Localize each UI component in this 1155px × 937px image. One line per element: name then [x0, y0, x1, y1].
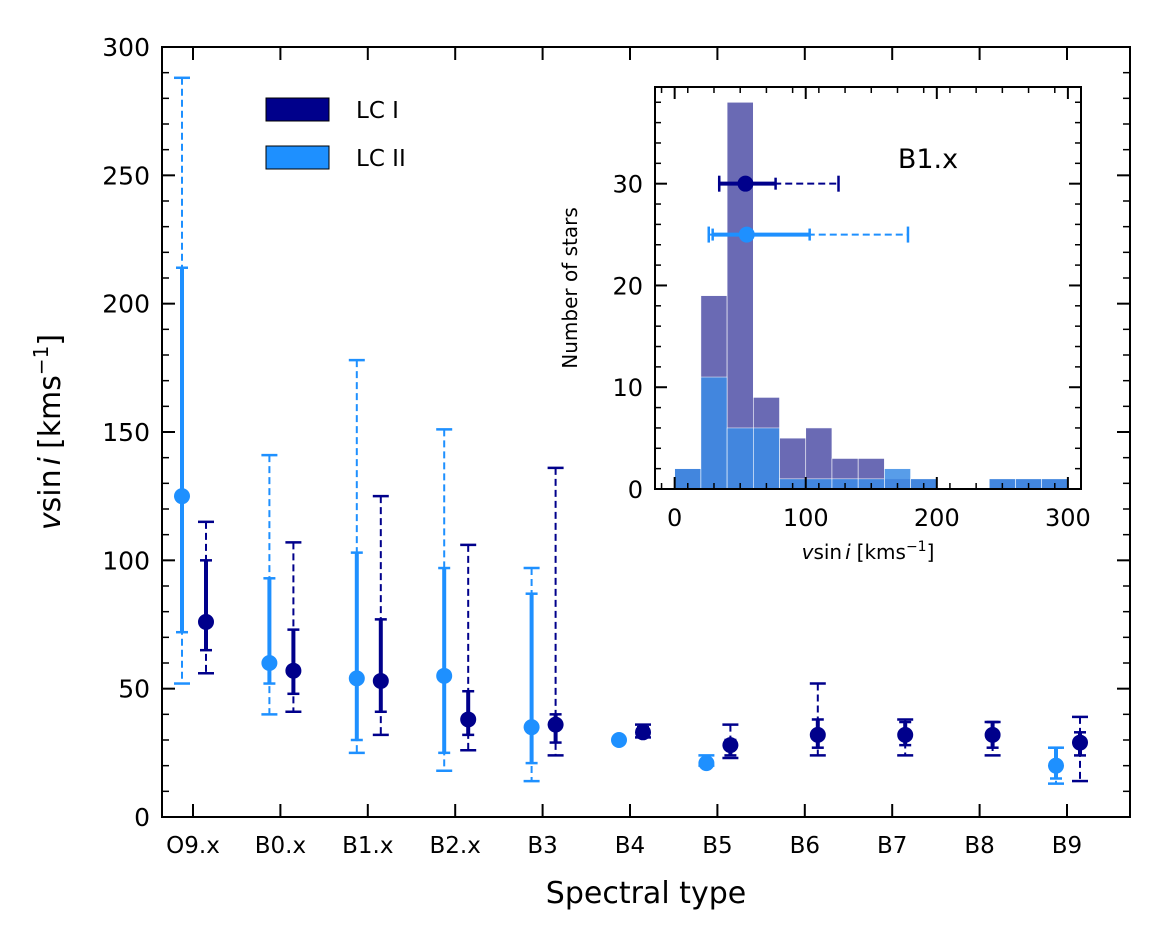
median-point-lc-ii-b3: [523, 719, 540, 736]
y-tick-label-100: 100: [102, 546, 150, 575]
inset-y-tick-label-20: 20: [612, 272, 643, 300]
median-point-lc-i-b5: [722, 737, 739, 754]
median-point-lc-i-b3: [547, 716, 564, 733]
median-point-lc-ii-b0-x: [261, 655, 278, 671]
inset-point-lc-i: [717, 175, 840, 192]
inset-axis-ticks: 0 100 200 300 0 10 20 30: [612, 87, 1091, 532]
x-axis-label: Spectral type: [546, 876, 746, 911]
y-tick-label-50: 50: [118, 675, 150, 704]
median-point-lc-i-o9-x: [198, 613, 214, 630]
median-point-lc-i-b8: [984, 726, 1001, 743]
y-tick-label-150: 150: [102, 418, 150, 447]
x-tick-label-b8: B8: [964, 833, 994, 859]
x-tick-label-b7: B7: [877, 833, 907, 859]
inset-median-point-lc-i: [737, 175, 754, 192]
x-tick-label-b9: B9: [1052, 833, 1082, 859]
inset-point-lc-ii: [707, 226, 910, 243]
inset-y-tick-label-30: 30: [612, 171, 643, 199]
inset-y-tick-label-10: 10: [612, 374, 643, 402]
inset-x-tick-label-100: 100: [783, 504, 829, 532]
x-tick-label-b0-x: B0.x: [255, 833, 306, 859]
inset-x-tick-label-0: 0: [667, 504, 682, 532]
inset-histogram: 0 100 200 300 0 10 20 30 B1.x Number of stars v…: [558, 86, 1091, 564]
x-tick-label-b4: B4: [615, 833, 645, 859]
series-lc-ii: [174, 76, 1064, 785]
inset-frame: [654, 86, 1082, 490]
legend: LC I LC II: [265, 97, 406, 172]
inset-x-tick-label-300: 300: [1045, 504, 1091, 532]
inset-bar-lc-ii-40: [726, 427, 754, 490]
x-tick-label-b2-x: B2.x: [430, 833, 481, 859]
inset-median-point-lc-ii: [738, 226, 755, 243]
main-data-series: [174, 76, 1088, 785]
inset-summary-points: [707, 175, 910, 243]
y-tick-label-0: 0: [134, 803, 150, 832]
median-point-lc-ii-o9-x: [174, 488, 190, 505]
median-point-lc-i-b2-x: [460, 711, 477, 728]
x-tick-label-b6: B6: [790, 833, 820, 859]
x-tick-label-b1-x: B1.x: [342, 833, 393, 859]
y-tick-label-200: 200: [102, 290, 150, 319]
inset-x-axis-label: vsin i [kms−1]: [802, 539, 935, 564]
y-tick-label-250: 250: [102, 161, 150, 190]
median-point-lc-i-b0-x: [285, 662, 302, 679]
y-axis-label: vsini[kms−1]: [29, 334, 68, 530]
median-point-lc-i-b9: [1072, 734, 1088, 751]
inset-bar-lc-ii-60: [753, 427, 780, 490]
x-tick-label-b5: B5: [702, 833, 732, 859]
legend-label-lc-i: LC I: [356, 98, 399, 124]
legend-swatch-lc-i: [265, 97, 330, 122]
median-point-lc-ii-b2-x: [436, 667, 453, 684]
median-point-lc-i-b7: [897, 726, 914, 743]
y-tick-label-300: 300: [102, 33, 150, 62]
median-point-lc-ii-b1-x: [348, 670, 365, 687]
inset-y-axis-label: Number of stars: [558, 207, 582, 369]
x-tick-label-b3: B3: [527, 833, 557, 859]
median-point-lc-ii-b9: [1048, 757, 1064, 774]
series-lc-i: [198, 466, 1088, 783]
inset-y-tick-label-0: 0: [628, 476, 643, 504]
median-point-lc-i-b6: [809, 726, 826, 743]
median-point-lc-ii-b4: [611, 732, 627, 748]
inset-x-tick-label-200: 200: [914, 504, 960, 532]
legend-label-lc-ii: LC II: [356, 146, 406, 172]
inset-title: B1.x: [898, 144, 958, 175]
inset-bar-lc-ii-20: [700, 376, 728, 490]
legend-swatch-lc-ii: [265, 145, 330, 170]
median-point-lc-i-b1-x: [372, 672, 389, 689]
median-point-lc-ii-b5: [698, 755, 715, 772]
median-point-lc-i-b4: [635, 724, 651, 741]
x-tick-label-o9-x: O9.x: [166, 833, 220, 859]
inset-bar-lc-i-40: [726, 101, 754, 490]
